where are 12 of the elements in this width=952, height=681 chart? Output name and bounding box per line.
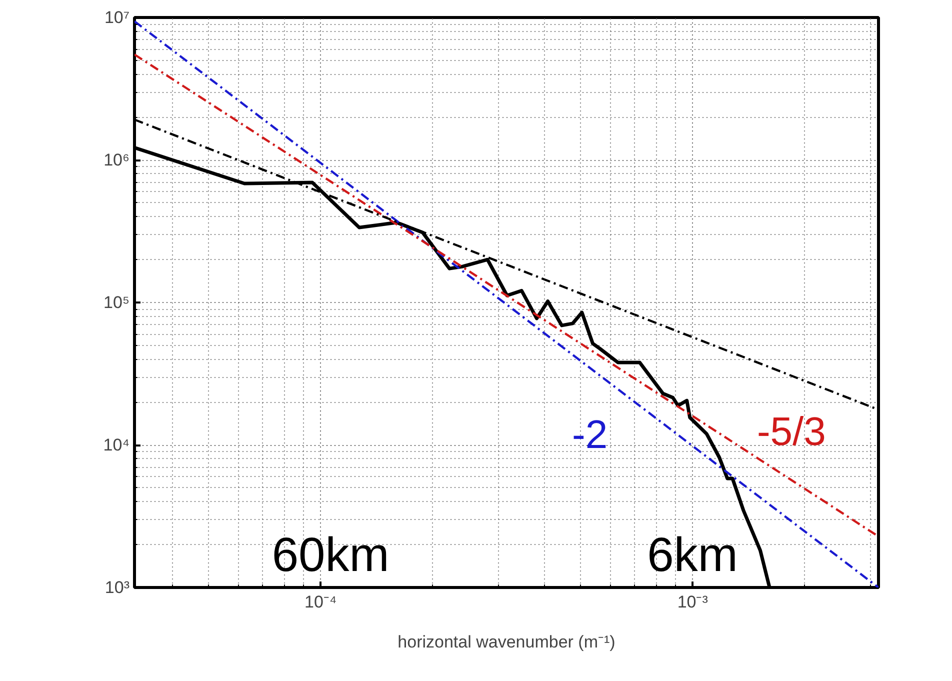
y-tick-label: 10⁶ — [104, 150, 130, 170]
series-label: -2 — [572, 412, 608, 457]
y-tick-label: 10⁷ — [104, 8, 130, 27]
y-tick-label: 10³ — [104, 578, 130, 597]
x-axis-title: horizontal wavenumber (m⁻¹) — [398, 632, 616, 652]
x-tick-label: 10⁻⁴ — [304, 592, 337, 612]
annotation: 6km — [647, 529, 738, 582]
annotation: 60km — [272, 529, 390, 582]
y-tick-label: 10⁴ — [103, 436, 130, 454]
y-tick-label: 10⁵ — [104, 293, 130, 312]
series-label: -5/3 — [756, 410, 826, 454]
x-tick-label: 10⁻³ — [677, 592, 708, 612]
